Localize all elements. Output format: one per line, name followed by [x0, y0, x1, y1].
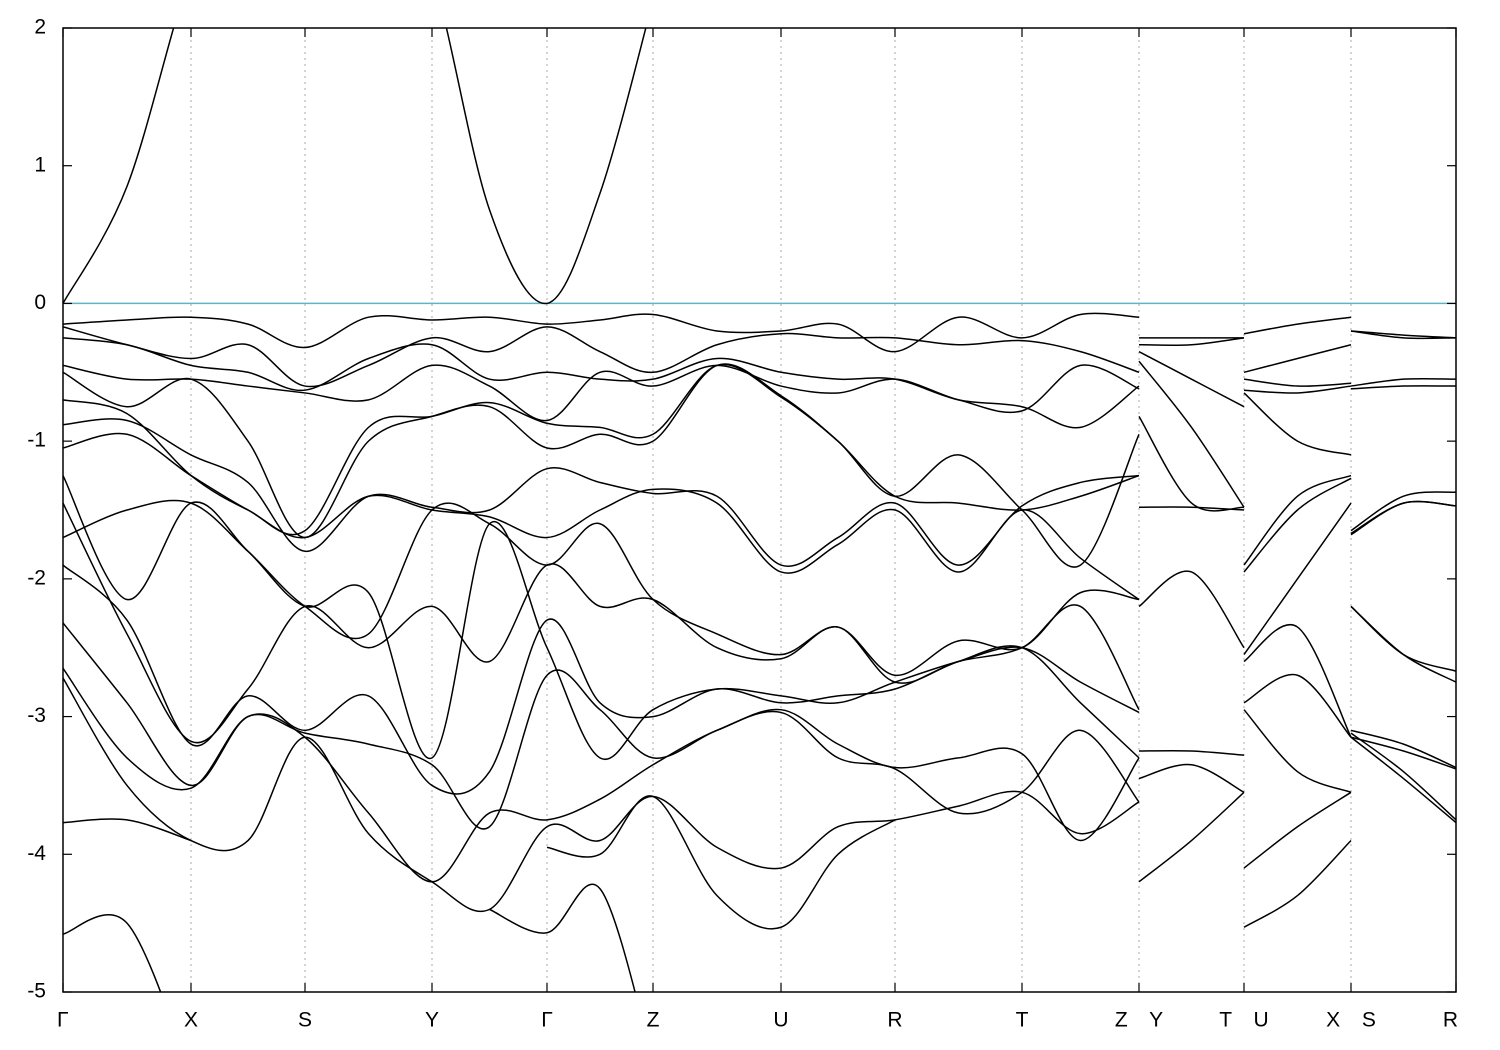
band [63, 28, 647, 305]
band [63, 432, 1456, 756]
y-tick-label: -2 [27, 566, 46, 589]
band [63, 667, 1140, 883]
x-tick-label: X [184, 1009, 198, 1032]
x-tick-label: U [773, 1009, 788, 1032]
y-tick-label: 2 [34, 16, 46, 39]
x-tick-label: T [1016, 1009, 1029, 1032]
band [63, 363, 1456, 539]
band [63, 337, 1456, 429]
plot-frame [62, 27, 1457, 993]
bands [63, 28, 1456, 992]
y-tick-label: -1 [27, 429, 46, 452]
band [63, 499, 1456, 794]
y-tick-label: -5 [27, 980, 46, 1003]
x-tick-label: R [1443, 1009, 1458, 1032]
x-tick-label: Γ [541, 1009, 553, 1032]
band [63, 883, 636, 992]
x-tick-label: R [887, 1009, 902, 1032]
band [63, 677, 1140, 913]
band [63, 502, 1456, 883]
y-tick-label: 0 [34, 291, 46, 314]
y-tick-label: 1 [34, 153, 46, 176]
grid [190, 28, 1352, 992]
x-tick-label: Y [425, 1009, 439, 1032]
band [63, 564, 1456, 869]
band [63, 312, 1456, 353]
x-tick-label: Z [647, 1009, 660, 1032]
band [63, 475, 1456, 793]
band [63, 418, 1456, 649]
band [63, 360, 1456, 508]
band [63, 363, 1456, 568]
x-tick-label: Γ [57, 1009, 69, 1032]
x-tick-label: X S [1326, 1009, 1376, 1032]
x-tick-label: Z Y [1115, 1009, 1163, 1032]
x-tick-label: S [298, 1009, 312, 1032]
band [63, 622, 1456, 928]
y-tick-label: -3 [27, 704, 46, 727]
x-tick-label: T U [1219, 1009, 1268, 1032]
band [63, 795, 896, 930]
axes: -5 -4 -3 -2 -1 0 1 2 Γ X S Y Γ Z U R T Z Y T U X S R [27, 16, 1458, 1032]
y-tick-label: -4 [27, 842, 46, 865]
band [63, 326, 1456, 388]
